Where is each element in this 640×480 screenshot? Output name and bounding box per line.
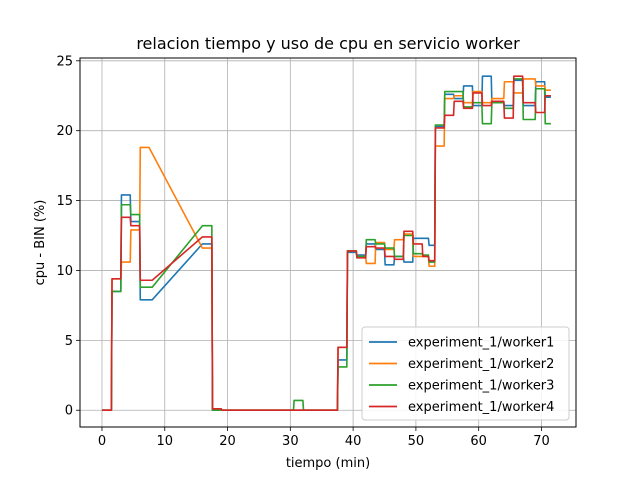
series-line-worker3 — [101, 78, 551, 412]
x-tick-label: 20 — [219, 434, 236, 449]
x-tick-label: 50 — [408, 434, 425, 449]
y-tick-label: 0 — [65, 404, 73, 419]
x-axis-label: tiempo (min) — [286, 456, 370, 471]
y-tick-label: 15 — [56, 194, 73, 209]
x-tick-label: 10 — [156, 434, 173, 449]
x-tick-label: 40 — [345, 434, 362, 449]
x-tick-label: 0 — [98, 434, 106, 449]
y-axis-label: cpu - BIN (%) — [33, 200, 48, 286]
y-tick-label: 10 — [56, 264, 73, 279]
legend-label: experiment_1/worker2 — [408, 357, 554, 372]
y-tick-label: 25 — [56, 54, 73, 69]
chart-title: relacion tiempo y uso de cpu en servicio… — [136, 34, 520, 53]
legend-label: experiment_1/worker4 — [408, 400, 554, 415]
legend-label: experiment_1/worker1 — [408, 336, 554, 351]
x-tick-label: 60 — [470, 434, 487, 449]
legend-entries: experiment_1/worker1 experiment_1/worker2… — [369, 336, 554, 415]
series-line-worker2 — [101, 78, 551, 412]
legend: experiment_1/worker1 experiment_1/worker2… — [361, 326, 570, 421]
x-tick-label: 70 — [533, 434, 550, 449]
y-tick-label: 5 — [65, 334, 73, 349]
plot-frame — [79, 57, 577, 428]
series-line-worker4 — [101, 75, 551, 412]
x-tick-label: 30 — [282, 434, 299, 449]
series-lines — [101, 75, 551, 412]
legend-box — [361, 326, 570, 421]
axis-ticks: 0 10 20 30 40 50 60 70 0 5 10 15 20 25 — [56, 54, 549, 449]
legend-label: experiment_1/worker3 — [408, 379, 554, 394]
y-tick-label: 20 — [56, 124, 73, 139]
